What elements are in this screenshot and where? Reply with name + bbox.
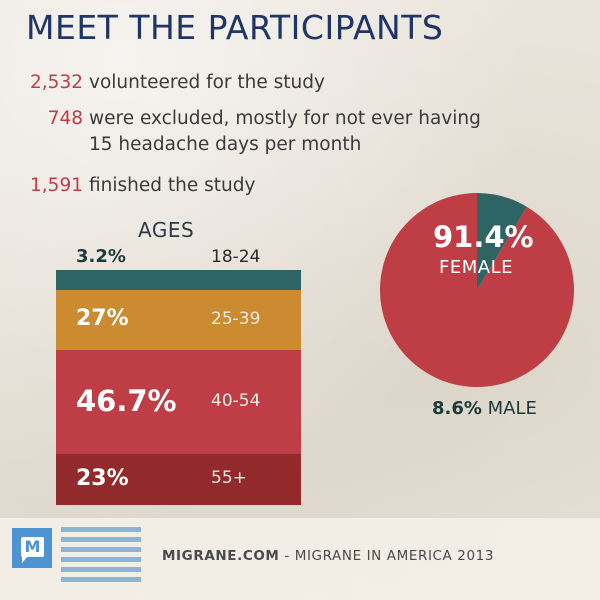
pie-female-value-label: 91.4% [433,220,534,254]
footer-credit: MIGRANE.COM - MIGRANE IN AMERICA 2013 [162,548,494,564]
ages-chart-title: AGES [138,218,195,242]
logo-speech-tail-icon [22,557,27,563]
stat-finished-number: 1,591 [30,175,83,196]
age-band-25-39 [56,290,301,351]
age-value-label: 23% [76,465,129,491]
logo-letter: M [21,537,44,557]
stat-volunteered: 2,532 volunteered for the study [24,72,325,93]
flag-stripe-icon [61,527,141,532]
stat-finished: 1,591 finished the study [24,175,255,196]
flag-stripe-icon [61,547,141,552]
pie-male-label-group: 8.6% MALE [432,398,537,419]
footer-caption: - MIGRANE IN AMERICA 2013 [279,548,495,564]
flag-stripe-icon [61,557,141,562]
flag-stripe-icon [61,577,141,582]
footer-site-link[interactable]: MIGRANE.COM [162,548,280,564]
stat-excluded-number: 748 [47,108,83,129]
age-category-label: 25-39 [211,309,261,330]
stat-excluded-line2: 15 headache days per month [89,134,362,155]
flag-stripe-icon [61,567,141,572]
pie-female-label: FEMALE [439,257,513,278]
stat-volunteered-number: 2,532 [30,72,83,93]
stat-excluded-text: were excluded, mostly for not ever havin… [89,106,481,158]
age-value-label: 3.2% [76,246,126,267]
stat-excluded: 748 were excluded, mostly for not ever ha… [24,106,481,158]
stat-finished-text: finished the study [89,175,256,196]
flag-stripe-icon [61,537,141,542]
age-category-label: 55+ [211,468,247,489]
age-value-label: 27% [76,306,129,332]
age-band-18-24 [56,270,301,291]
stat-excluded-line1: were excluded, mostly for not ever havin… [89,108,481,129]
age-band-55+ [56,453,301,505]
stat-volunteered-text: volunteered for the study [89,72,325,93]
age-band-40-54 [56,350,301,454]
age-category-label: 40-54 [211,391,261,411]
page-title: MEET THE PARTICIPANTS [26,8,444,47]
age-value-label: 46.7% [76,384,177,419]
age-category-label: 18-24 [211,247,261,267]
pie-male-value-label: 8.6% [432,398,482,419]
pie-male-label: MALE [487,398,537,419]
